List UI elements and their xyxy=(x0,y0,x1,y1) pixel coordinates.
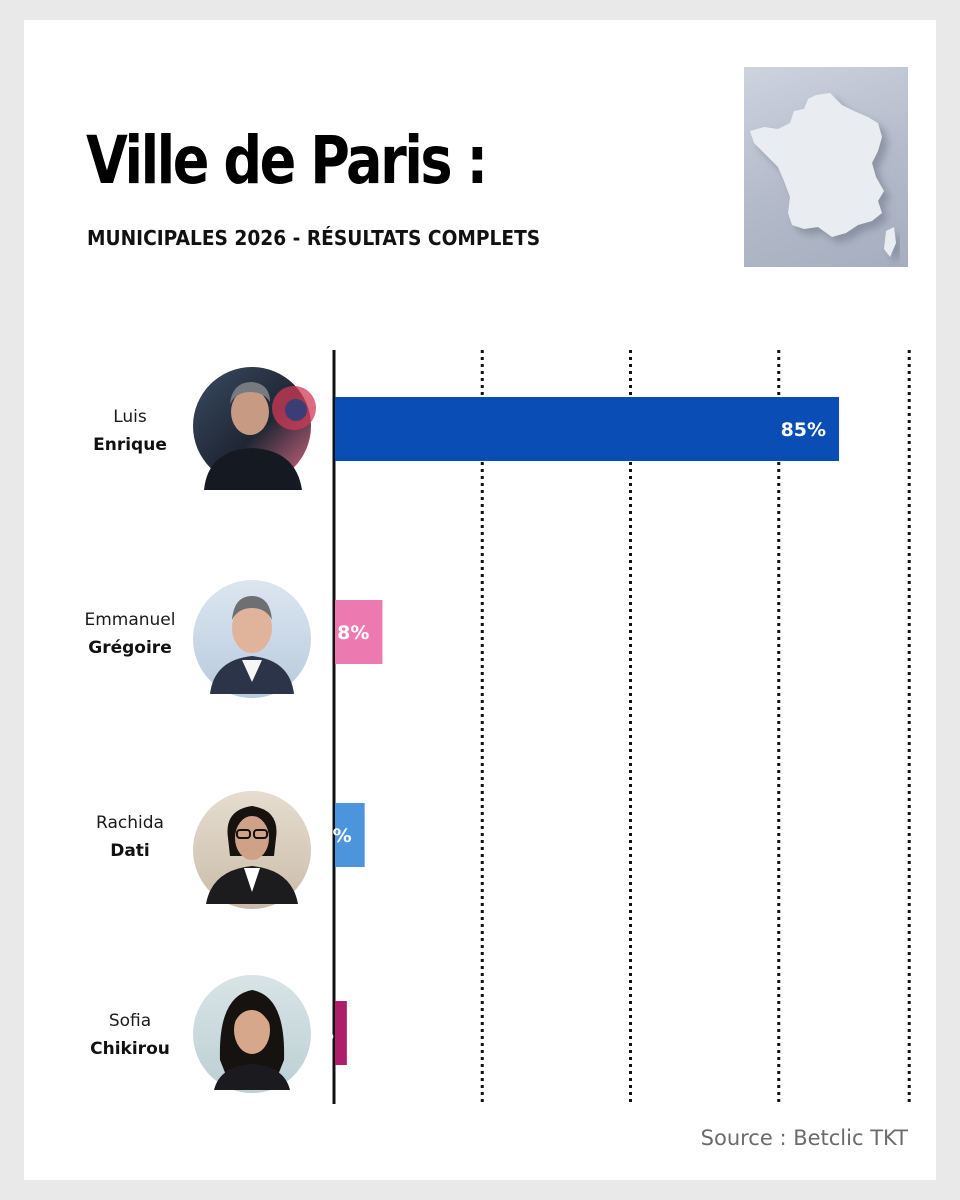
france-map-icon xyxy=(744,67,908,267)
portrait-emmanuel-gregoire xyxy=(193,580,311,698)
bar-label-dati: 5% xyxy=(319,825,351,847)
france-map-shape xyxy=(750,93,896,257)
bar-grégoire xyxy=(335,600,383,664)
bar-label-grégoire: 8% xyxy=(337,622,369,644)
candidate-last-name: Enrique xyxy=(93,435,167,455)
results-bar-chart: 85%8%5%2% LuisEnriqueEmmanuelGrégoireRac… xyxy=(84,350,911,1104)
source-credit: Source : Betclic TKT xyxy=(700,1126,908,1150)
bar-chikirou xyxy=(335,1001,347,1065)
candidate-last-name: Dati xyxy=(110,841,150,861)
portrait-rachida-dati xyxy=(193,791,311,909)
candidate-avatars xyxy=(193,367,316,1093)
portrait-luis-enrique xyxy=(193,367,316,490)
bar-label-enrique: 85% xyxy=(781,419,826,441)
candidate-last-name: Chikirou xyxy=(90,1039,170,1059)
candidate-first-name: Luis xyxy=(113,407,147,427)
candidate-names: Luis Enrique Emmanuel Grégoire Rachida Dati So… xyxy=(84,407,175,1059)
portrait-sofia-chikirou xyxy=(193,975,311,1093)
candidate-last-name: Grégoire xyxy=(88,638,171,658)
candidate-first-name: Sofia xyxy=(109,1011,151,1031)
chart-bars: 85%8%5%2% xyxy=(302,397,840,1065)
candidate-first-name: Rachida xyxy=(96,813,164,833)
infographic-card: Ville de Paris : MUNICIPALES 2026 - RÉSU… xyxy=(24,20,936,1180)
chart-grid xyxy=(332,350,911,1104)
page-subtitle: MUNICIPALES 2026 - RÉSULTATS COMPLETS xyxy=(87,226,541,250)
bar-dati xyxy=(335,803,365,867)
page-title: Ville de Paris : xyxy=(86,122,488,199)
candidate-first-name: Emmanuel xyxy=(84,610,175,630)
bar-enrique xyxy=(335,397,840,461)
